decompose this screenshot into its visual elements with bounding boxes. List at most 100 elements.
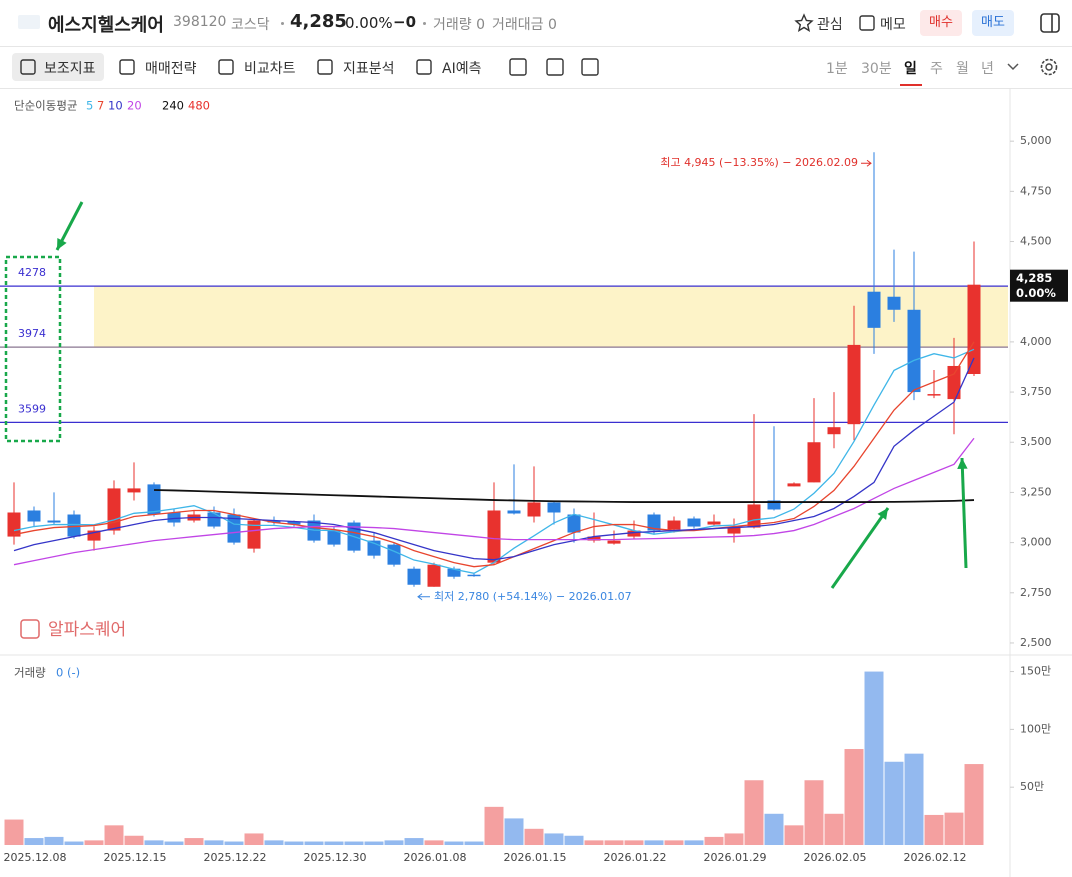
active-chip	[12, 53, 104, 81]
camera-icon[interactable]	[580, 57, 600, 77]
volume-bar	[764, 813, 784, 845]
watch-button[interactable]: 관심	[817, 17, 843, 33]
candle-body	[587, 536, 601, 541]
period-tab[interactable]: 30분	[861, 61, 892, 77]
x-tick-label: 2026.01.29	[704, 851, 767, 864]
volume: 거래량 0	[433, 17, 485, 33]
volume-bar	[524, 828, 544, 845]
change: −0	[393, 13, 417, 31]
volume-bar	[384, 840, 404, 845]
tool-icon[interactable]	[414, 57, 434, 77]
volume-bar	[244, 833, 264, 845]
annotation-arrowhead	[877, 508, 888, 520]
candle-body	[887, 296, 901, 310]
toolbar: 보조지표 매매전략 비교차트 지표분석 AI예측 1분 30분 일 주 월 년	[0, 46, 1072, 89]
volume-bar	[324, 841, 344, 845]
toolbar-item[interactable]: AI예측	[442, 61, 482, 77]
volume-bar	[344, 841, 364, 845]
tool-icon[interactable]	[315, 57, 335, 77]
watermark-icon	[20, 619, 40, 639]
legend-entry: 5	[86, 99, 93, 113]
volume-bar	[644, 840, 664, 845]
y-tick-label: 3,000	[1020, 536, 1052, 549]
legend-entry: 480	[188, 99, 210, 113]
volume-bar	[724, 833, 744, 845]
y-tick-label: 150만	[1020, 665, 1051, 678]
candle-body	[947, 365, 961, 400]
star-icon[interactable]	[794, 13, 814, 33]
candle-body	[567, 514, 581, 533]
chevron[interactable]	[1006, 60, 1020, 74]
candle-body	[547, 502, 561, 513]
candle-body	[527, 502, 541, 517]
high-note: 최고 4,945 (−13.35%) − 2026.02.09	[660, 156, 858, 169]
toolbar-item[interactable]: 비교차트	[244, 61, 296, 77]
tool-icon[interactable]	[18, 57, 38, 77]
x-tick-label: 2026.02.05	[804, 851, 867, 864]
candle-body	[127, 488, 141, 493]
candle-body	[387, 544, 401, 565]
icon-shape	[546, 58, 564, 76]
sell-button[interactable]: 매도	[972, 10, 1014, 36]
volume-bar	[24, 838, 44, 845]
volume-bar	[504, 818, 524, 845]
icon-shape	[218, 59, 234, 75]
stock-name: 에스지헬스케어	[48, 15, 164, 36]
level-label: 3974	[18, 327, 46, 340]
period-tab[interactable]: 년	[981, 61, 994, 77]
volume-bar	[404, 838, 424, 845]
period-tab[interactable]: 월	[956, 61, 969, 77]
note-arrow	[861, 159, 872, 167]
price-tag-label: 4,285	[1016, 271, 1052, 285]
volume-bar	[304, 841, 324, 845]
dot	[281, 22, 284, 25]
candle-body	[227, 514, 241, 543]
tool-icon[interactable]	[117, 57, 137, 77]
volume-bar	[484, 806, 504, 845]
y-tick-label: 3,750	[1020, 385, 1052, 398]
gear-shape	[1045, 63, 1053, 71]
toolbar-item[interactable]: 매매전략	[145, 61, 197, 77]
candle-body	[807, 442, 821, 483]
moving-average	[13, 348, 975, 574]
volume-bar	[144, 840, 164, 845]
annotation-arrowhead	[57, 238, 67, 250]
header: 에스지헬스케어 398120 코스닥 4,285 0.00% −0 거래량 0 …	[0, 0, 1072, 47]
x-tick-label: 2025.12.08	[4, 851, 67, 864]
volume-bar	[884, 761, 904, 845]
square-icon[interactable]	[508, 57, 528, 77]
volume-bar	[664, 840, 684, 845]
x-tick-label: 2026.01.22	[604, 851, 667, 864]
buy-button[interactable]: 매수	[920, 10, 962, 36]
market: 코스닥	[231, 17, 270, 33]
memo-icon[interactable]	[858, 14, 876, 32]
moving-average	[13, 437, 975, 566]
candle-body	[687, 518, 701, 527]
tool-icon[interactable]	[216, 57, 236, 77]
candle-body	[787, 483, 801, 487]
period-tab[interactable]: 1분	[826, 61, 848, 77]
volume-bar	[4, 819, 24, 845]
toolbar-item[interactable]: 보조지표	[44, 61, 96, 77]
memo-button[interactable]: 메모	[880, 17, 906, 33]
y-tick-label: 4,000	[1020, 335, 1052, 348]
candle-body	[767, 500, 781, 510]
toolbar-item[interactable]: 지표분석	[343, 61, 395, 77]
panel-icon[interactable]	[1039, 12, 1061, 34]
volume-bar	[464, 841, 484, 845]
candle-body	[267, 520, 281, 523]
candle-icon[interactable]	[545, 57, 565, 77]
volume-bar	[604, 840, 624, 845]
candle-body	[607, 540, 621, 544]
period-tab[interactable]: 일	[904, 61, 917, 77]
settings-icon[interactable]	[1038, 56, 1060, 78]
candle-body	[167, 512, 181, 523]
candle-body	[47, 520, 61, 523]
period-tab[interactable]: 주	[930, 61, 943, 77]
icon-shape	[581, 58, 599, 76]
volume-bar	[844, 749, 864, 845]
candle-body	[407, 568, 421, 585]
candle-body	[907, 309, 921, 393]
volume-bar	[64, 841, 84, 845]
